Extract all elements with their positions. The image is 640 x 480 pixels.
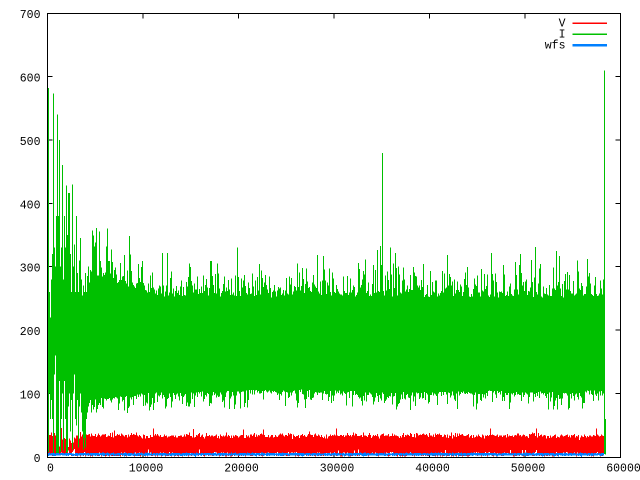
svg-text:100: 100 xyxy=(20,390,41,403)
svg-text:60000: 60000 xyxy=(606,463,640,476)
svg-text:I: I xyxy=(559,29,566,42)
svg-text:10000: 10000 xyxy=(129,463,164,476)
svg-text:wfs: wfs xyxy=(545,40,566,53)
svg-text:40000: 40000 xyxy=(415,463,450,476)
svg-text:20000: 20000 xyxy=(224,463,259,476)
svg-text:200: 200 xyxy=(20,326,41,339)
svg-text:300: 300 xyxy=(20,263,41,276)
svg-text:600: 600 xyxy=(20,72,41,85)
svg-text:400: 400 xyxy=(20,199,41,212)
svg-text:30000: 30000 xyxy=(320,463,355,476)
svg-text:V: V xyxy=(559,17,566,30)
svg-text:0: 0 xyxy=(34,453,41,466)
svg-text:0: 0 xyxy=(47,463,54,476)
svg-text:500: 500 xyxy=(20,136,41,149)
svg-text:700: 700 xyxy=(20,9,41,22)
svg-text:50000: 50000 xyxy=(511,463,546,476)
